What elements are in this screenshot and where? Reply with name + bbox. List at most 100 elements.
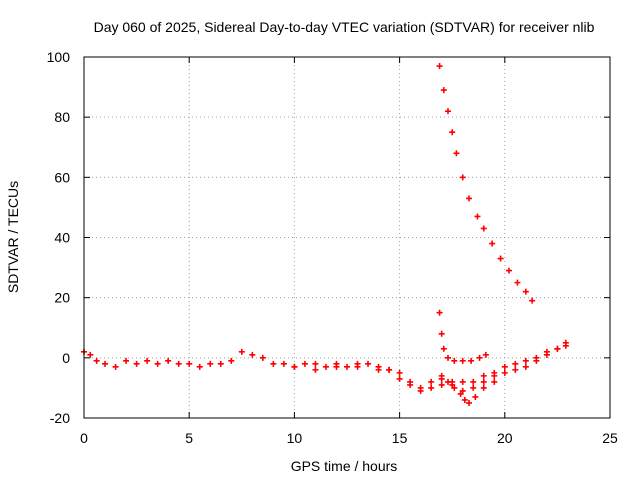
tick-labels: 0 5 10 15 20 25 -20 0 20 40 60 80 100 [47,49,618,446]
y-axis-label: SDTVAR / TECUs [5,181,21,293]
data-point [196,363,203,370]
data-point [480,378,487,385]
data-point [417,387,424,394]
series-lower-band [291,342,569,394]
y-tick-label: 100 [47,49,71,65]
data-point [428,378,435,385]
data-point [217,360,224,367]
data-point [93,357,100,364]
data-point [436,309,443,316]
data-point [466,195,473,202]
data-point [480,384,487,391]
data-point [312,360,319,367]
data-point [476,354,483,361]
data-point [123,357,130,364]
data-point [249,351,256,358]
data-point [562,339,569,346]
data-point [87,351,94,358]
data-point [470,378,477,385]
data-point [457,390,464,397]
data-point [102,360,109,367]
data-point [470,384,477,391]
chart-title: Day 060 of 2025, Sidereal Day-to-day VTE… [94,19,595,35]
data-point [259,354,266,361]
data-point [514,279,521,286]
data-point [440,345,447,352]
data-point [459,174,466,181]
data-point [165,357,172,364]
series-upper-return-band [449,339,569,385]
data-point [522,363,529,370]
data-point [466,399,473,406]
data-point [444,108,451,115]
data-point [301,360,308,367]
data-point [365,360,372,367]
data-point [554,345,561,352]
data-point [238,348,245,355]
data-point [482,351,489,358]
x-tick-label: 10 [287,430,303,446]
x-tick-label: 0 [80,430,88,446]
x-axis-label: GPS time / hours [291,458,398,474]
y-tick-label: 80 [54,109,70,125]
data-point [512,366,519,373]
data-point [133,360,140,367]
data-point [280,360,287,367]
series-dip-track [438,372,498,406]
data-point [491,369,498,376]
data-point [529,297,536,304]
data-point [344,363,350,370]
data-point [543,348,550,355]
data-point [175,360,182,367]
data-point [112,363,119,370]
data-point [506,267,513,274]
data-point [144,357,151,364]
series-high-arc [436,63,536,304]
data-point [459,378,466,385]
data-point [444,354,451,361]
data-point [407,381,414,388]
data-point [522,357,529,364]
series-short-arc [436,309,489,364]
data-point [438,372,445,379]
data-point [354,363,361,370]
x-tick-label: 5 [185,430,193,446]
data-point [186,360,193,367]
axis-ticks [83,56,611,419]
data-point [451,357,458,364]
data-point [428,384,435,391]
data-point [512,360,519,367]
plot-frame [83,56,611,419]
data-point [491,378,498,385]
data-point [472,393,479,400]
data-point [386,366,393,373]
data-point [489,240,496,247]
data-point [207,360,214,367]
data-point [459,387,466,394]
data-point [451,384,458,391]
data-point [501,363,508,370]
data-point [461,396,468,403]
x-tick-label: 20 [497,430,513,446]
data-point [438,330,445,337]
data-point [438,381,445,388]
y-tick-label: -20 [50,410,70,426]
data-point [533,354,540,361]
data-point [444,378,451,385]
data-point [522,288,529,295]
data-point [312,366,319,373]
data-point [453,150,460,157]
data-point [480,372,487,379]
data-point [468,357,475,364]
data-point [474,213,481,220]
grid-lines [84,57,610,418]
series-main-band [81,348,445,391]
y-tick-label: 0 [62,350,70,366]
data-point [501,369,508,376]
data-point [396,369,403,376]
data-point [322,363,329,370]
data-point [375,366,382,373]
y-tick-label: 60 [54,169,70,185]
